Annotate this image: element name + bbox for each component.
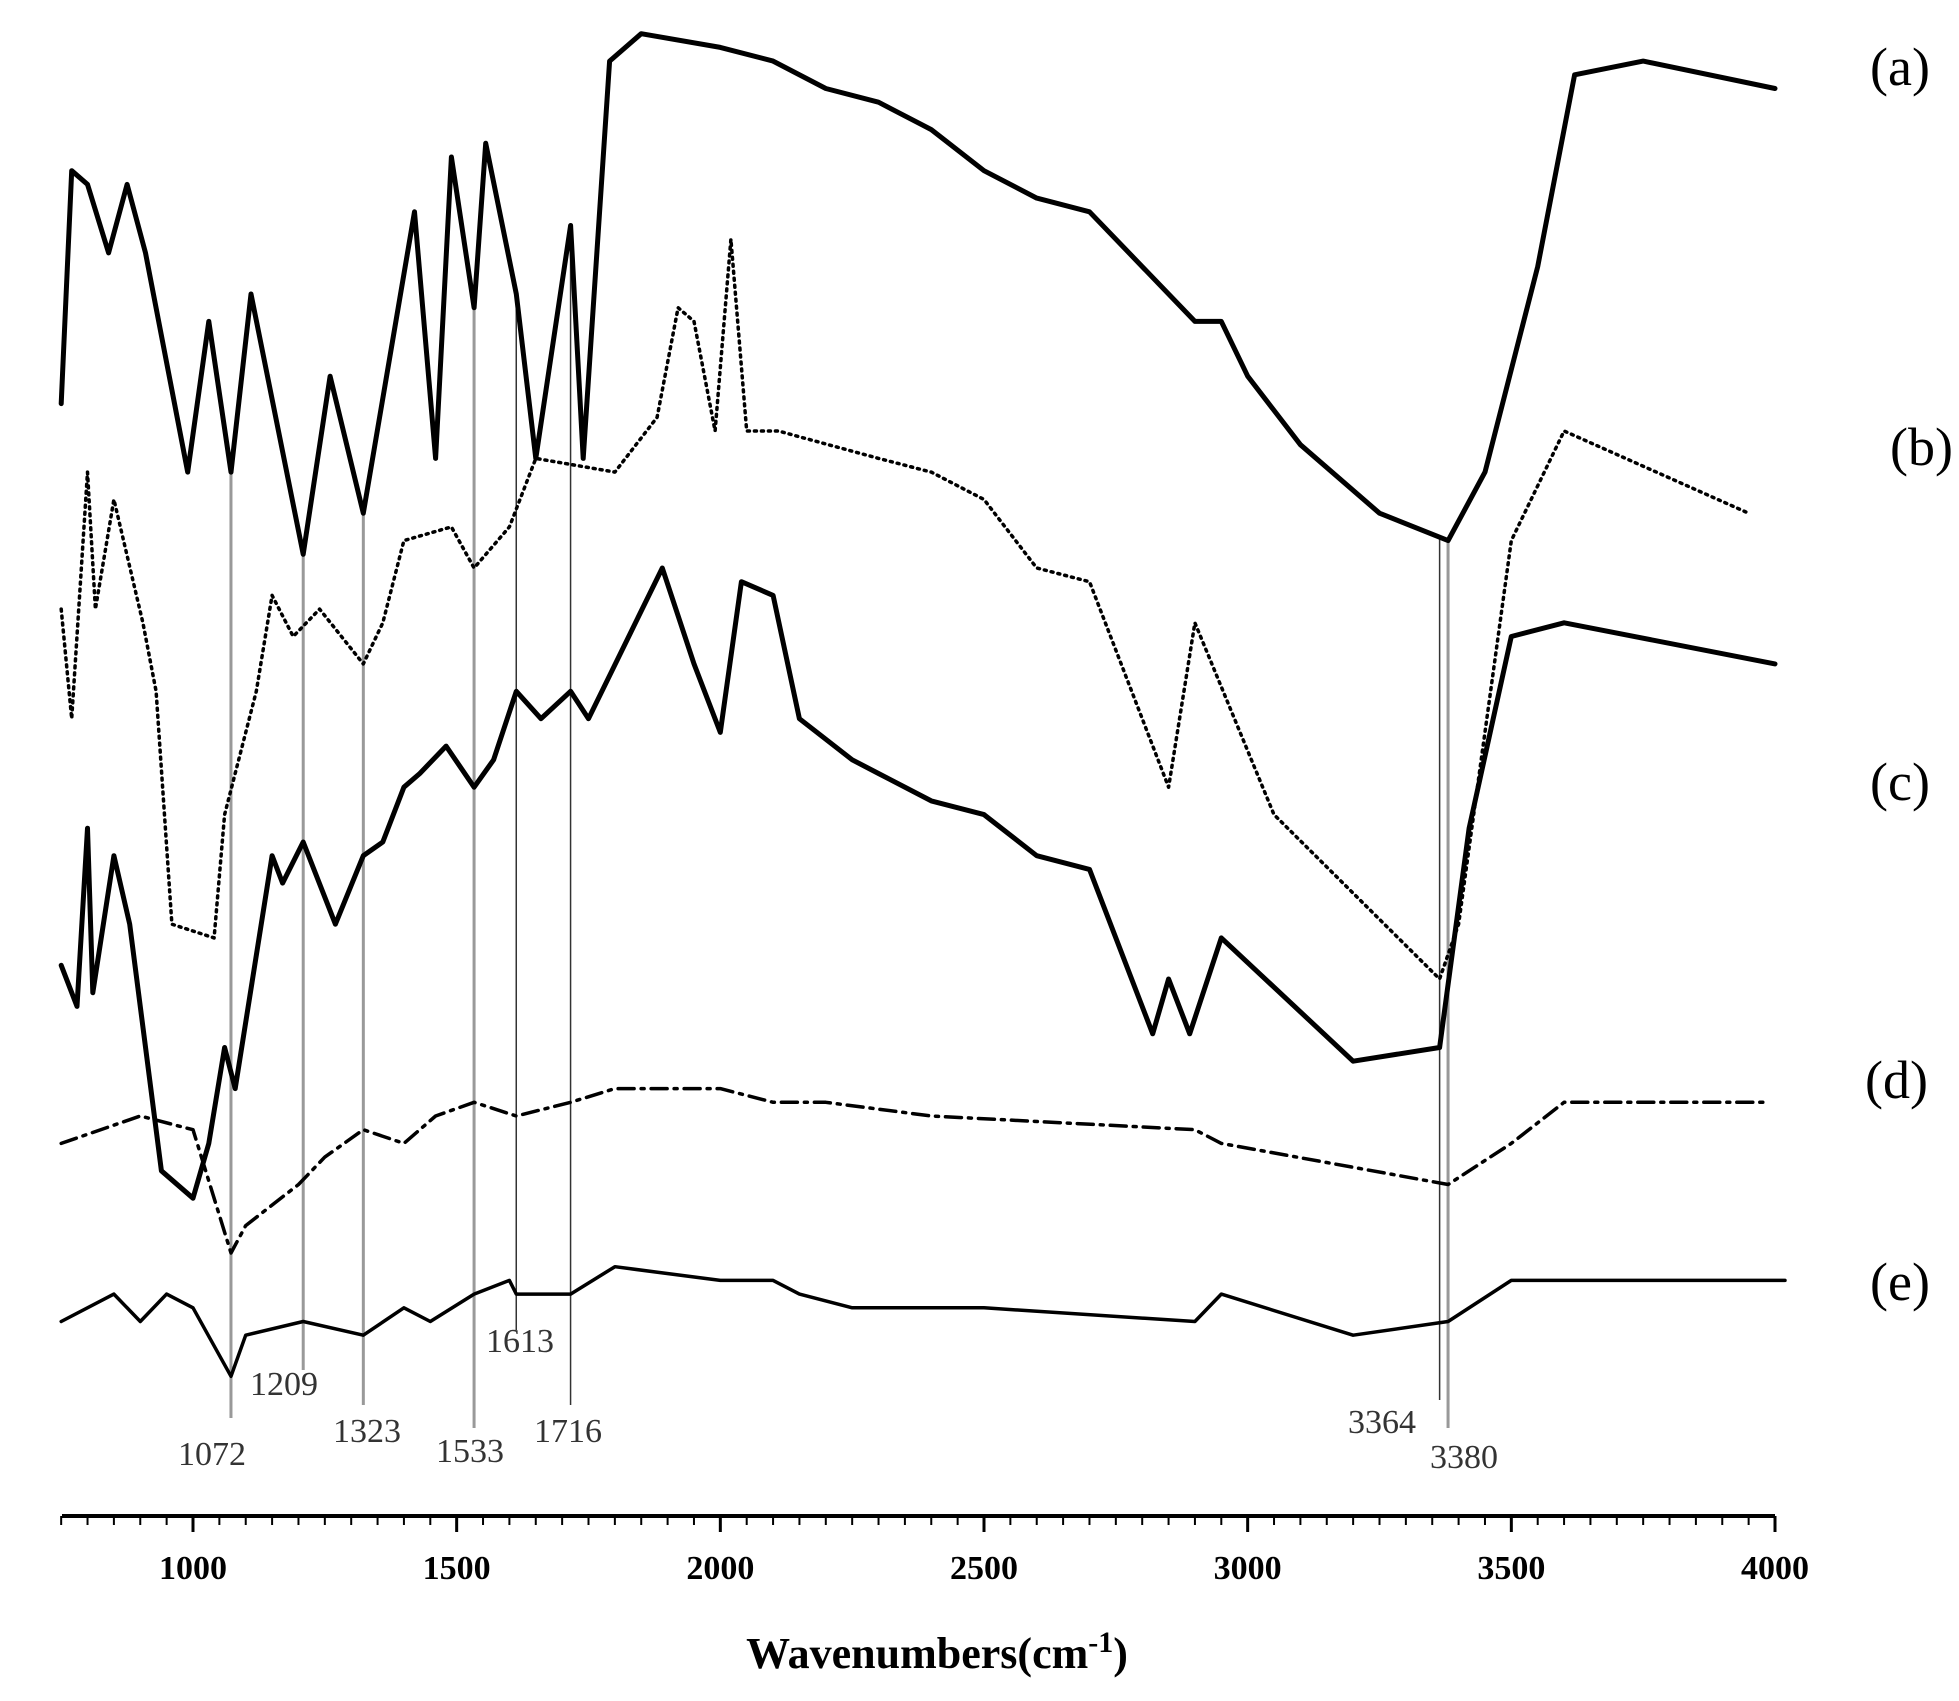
x-tick-label-2000: 2000 — [686, 1550, 754, 1587]
series-label-c: (c) — [1870, 752, 1930, 812]
peak-label-3380: 3380 — [1430, 1439, 1498, 1476]
peak-label-1716: 1716 — [534, 1413, 602, 1450]
series-label-a: (a) — [1870, 37, 1930, 97]
peak-label-1072: 1072 — [178, 1436, 246, 1473]
series-a-line — [58, 31, 1778, 557]
x-axis-title: Wavenumbers(cm-1) — [746, 1626, 1128, 1678]
peak-label-1323: 1323 — [333, 1413, 401, 1450]
series-d-line — [59, 1086, 1767, 1255]
x-tick-label-1000: 1000 — [159, 1550, 227, 1587]
peak-label-1613: 1613 — [486, 1323, 554, 1360]
series-label-d: (d) — [1865, 1050, 1928, 1110]
peak-label-3364: 3364 — [1348, 1404, 1416, 1441]
x-tick-label-1500: 1500 — [423, 1550, 491, 1587]
x-tick-label-2500: 2500 — [950, 1550, 1018, 1587]
series-labels: (a) (b) (c) (d) (e) — [1865, 37, 1953, 1312]
x-axis: 1000 1500 2000 2500 3000 3500 4000 — [60, 1514, 1809, 1587]
x-tick-label-4000: 4000 — [1741, 1550, 1809, 1587]
peak-label-1533: 1533 — [436, 1433, 504, 1470]
series-label-e: (e) — [1870, 1252, 1930, 1312]
series-c-line — [58, 565, 1778, 1201]
series-label-b: (b) — [1890, 417, 1953, 477]
series-b-line — [59, 237, 1751, 981]
spectrum-curves — [58, 31, 1787, 1379]
x-tick-label-3500: 3500 — [1477, 1550, 1545, 1587]
series-e-line — [59, 1264, 1787, 1379]
peak-label-1209: 1209 — [250, 1366, 318, 1403]
x-tick-label-3000: 3000 — [1214, 1550, 1282, 1587]
peak-guide-lines — [229, 225, 1450, 1428]
